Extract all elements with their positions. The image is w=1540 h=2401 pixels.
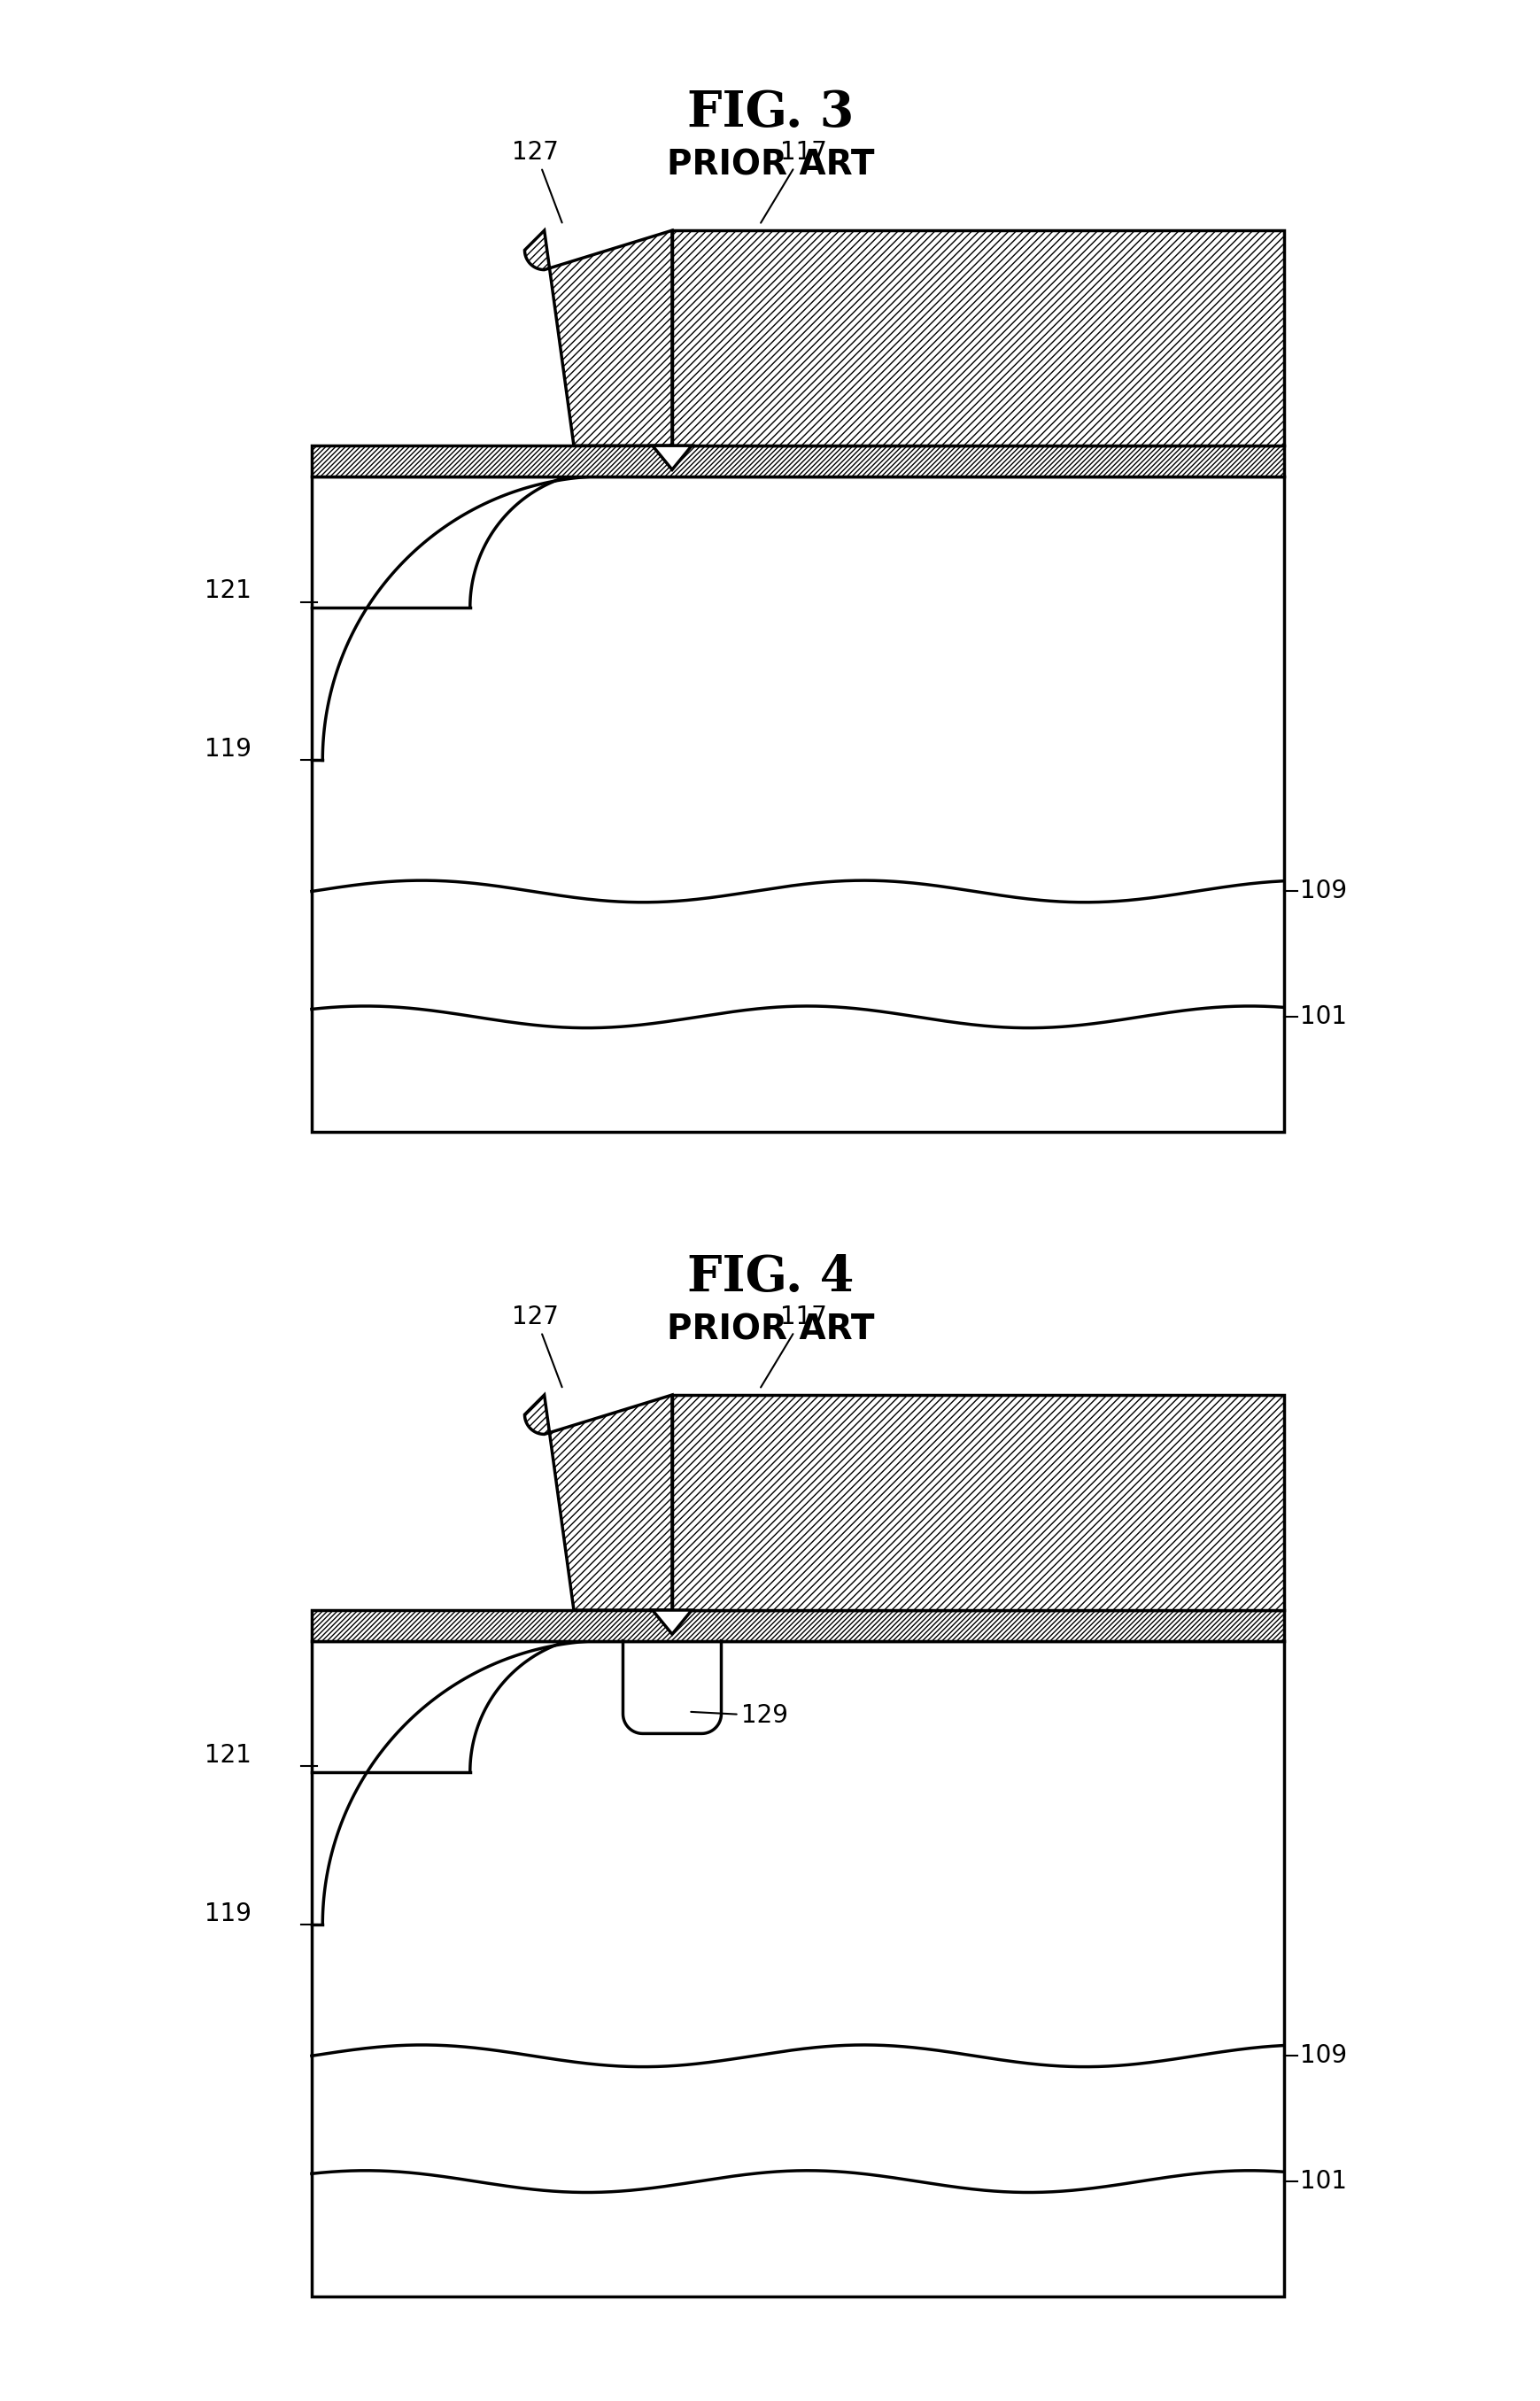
Text: 127: 127 — [511, 139, 562, 223]
Polygon shape — [651, 447, 691, 471]
Text: FIG. 3: FIG. 3 — [687, 89, 853, 137]
Polygon shape — [524, 1395, 671, 1611]
Bar — [311, 447, 1283, 475]
Bar — [311, 1611, 1283, 1640]
Text: 109: 109 — [1300, 2043, 1346, 2067]
Bar — [311, 1640, 1283, 2295]
Text: 119: 119 — [205, 737, 251, 761]
Text: 101: 101 — [1300, 2168, 1346, 2195]
Bar — [311, 475, 1283, 1131]
Text: 119: 119 — [205, 1902, 251, 1926]
Polygon shape — [671, 230, 1283, 447]
Text: 101: 101 — [1300, 1004, 1346, 1030]
Text: 117: 117 — [761, 139, 825, 223]
Polygon shape — [651, 1611, 691, 1635]
Text: PRIOR ART: PRIOR ART — [667, 149, 873, 182]
Text: 121: 121 — [205, 1743, 251, 1767]
Text: 127: 127 — [511, 1304, 562, 1388]
Text: PRIOR ART: PRIOR ART — [667, 1313, 873, 1347]
Text: 109: 109 — [1300, 879, 1346, 903]
Text: 121: 121 — [205, 579, 251, 603]
Text: 129: 129 — [690, 1702, 788, 1729]
Text: FIG. 4: FIG. 4 — [687, 1253, 853, 1301]
Polygon shape — [524, 230, 671, 447]
Text: 117: 117 — [761, 1304, 825, 1388]
Polygon shape — [671, 1395, 1283, 1611]
